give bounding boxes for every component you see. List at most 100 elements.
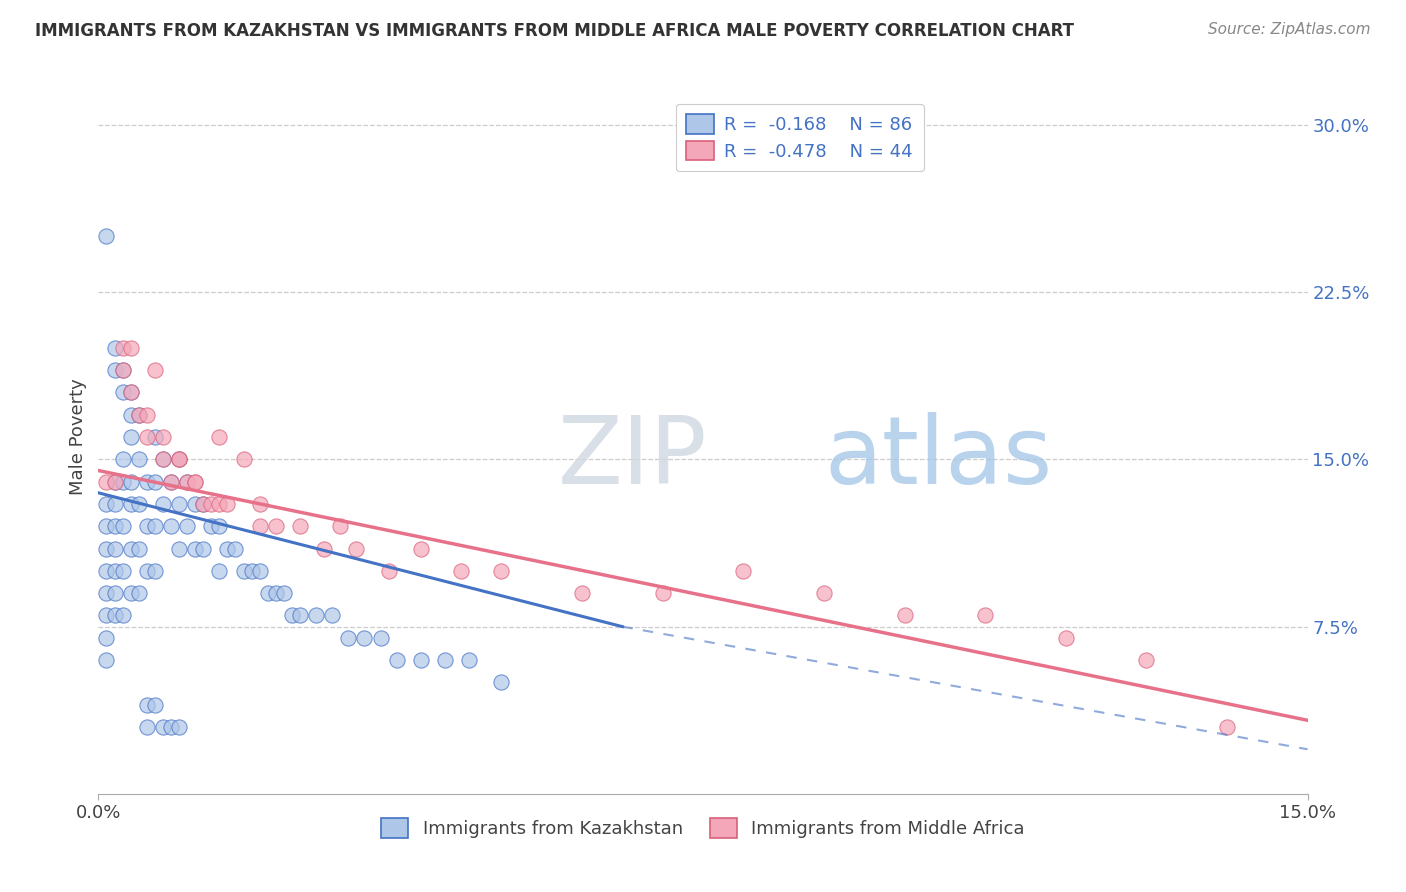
Point [152, 720, 174, 734]
Point [111, 452, 134, 467]
Point [103, 363, 125, 377]
Point [434, 653, 457, 667]
Point [176, 475, 198, 489]
Point [1216, 720, 1239, 734]
Point [167, 541, 190, 556]
Point [152, 452, 174, 467]
Point [128, 408, 150, 422]
Point [103, 586, 125, 600]
Point [249, 519, 271, 533]
Legend: Immigrants from Kazakhstan, Immigrants from Middle Africa: Immigrants from Kazakhstan, Immigrants f… [370, 807, 1036, 849]
Point [208, 519, 231, 533]
Point [651, 586, 673, 600]
Point [733, 564, 755, 578]
Point [128, 497, 150, 511]
Point [184, 475, 207, 489]
Point [337, 631, 360, 645]
Point [249, 564, 271, 578]
Point [143, 519, 166, 533]
Point [208, 430, 231, 444]
Point [135, 698, 157, 712]
Point [143, 698, 166, 712]
Point [264, 586, 287, 600]
Point [152, 452, 174, 467]
Point [120, 541, 142, 556]
Point [491, 564, 513, 578]
Point [491, 675, 513, 690]
Point [103, 608, 125, 623]
Point [193, 541, 215, 556]
Point [288, 519, 311, 533]
Point [96, 497, 118, 511]
Point [120, 385, 142, 400]
Point [167, 497, 190, 511]
Point [135, 475, 157, 489]
Point [152, 430, 174, 444]
Point [152, 497, 174, 511]
Point [409, 653, 432, 667]
Y-axis label: Male Poverty: Male Poverty [69, 379, 87, 495]
Point [193, 497, 215, 511]
Point [232, 564, 254, 578]
Point [103, 564, 125, 578]
Point [167, 452, 190, 467]
Point [353, 631, 375, 645]
Point [281, 608, 304, 623]
Point [208, 497, 231, 511]
Point [143, 363, 166, 377]
Point [321, 608, 343, 623]
Point [103, 497, 125, 511]
Point [160, 475, 183, 489]
Point [160, 720, 183, 734]
Point [217, 541, 239, 556]
Point [135, 564, 157, 578]
Point [217, 497, 239, 511]
Point [193, 497, 215, 511]
Point [111, 385, 134, 400]
Point [264, 519, 287, 533]
Point [329, 519, 352, 533]
Point [135, 519, 157, 533]
Point [103, 475, 125, 489]
Point [128, 541, 150, 556]
Point [143, 475, 166, 489]
Point [120, 497, 142, 511]
Point [128, 452, 150, 467]
Point [200, 519, 222, 533]
Point [385, 653, 408, 667]
Point [184, 475, 207, 489]
Text: ZIP: ZIP [558, 412, 707, 505]
Point [458, 653, 481, 667]
Point [256, 586, 278, 600]
Point [103, 541, 125, 556]
Point [111, 475, 134, 489]
Point [120, 341, 142, 355]
Point [176, 475, 198, 489]
Point [103, 519, 125, 533]
Point [143, 430, 166, 444]
Point [128, 408, 150, 422]
Point [167, 452, 190, 467]
Point [143, 564, 166, 578]
Point [135, 408, 157, 422]
Point [224, 541, 246, 556]
Point [974, 608, 997, 623]
Point [450, 564, 472, 578]
Point [96, 564, 118, 578]
Point [135, 430, 157, 444]
Point [232, 452, 254, 467]
Point [1135, 653, 1157, 667]
Point [96, 653, 118, 667]
Point [184, 497, 207, 511]
Point [120, 408, 142, 422]
Point [813, 586, 835, 600]
Point [240, 564, 263, 578]
Point [120, 385, 142, 400]
Point [249, 497, 271, 511]
Point [409, 541, 432, 556]
Point [208, 564, 231, 578]
Point [103, 475, 125, 489]
Point [377, 564, 399, 578]
Point [160, 519, 183, 533]
Point [111, 341, 134, 355]
